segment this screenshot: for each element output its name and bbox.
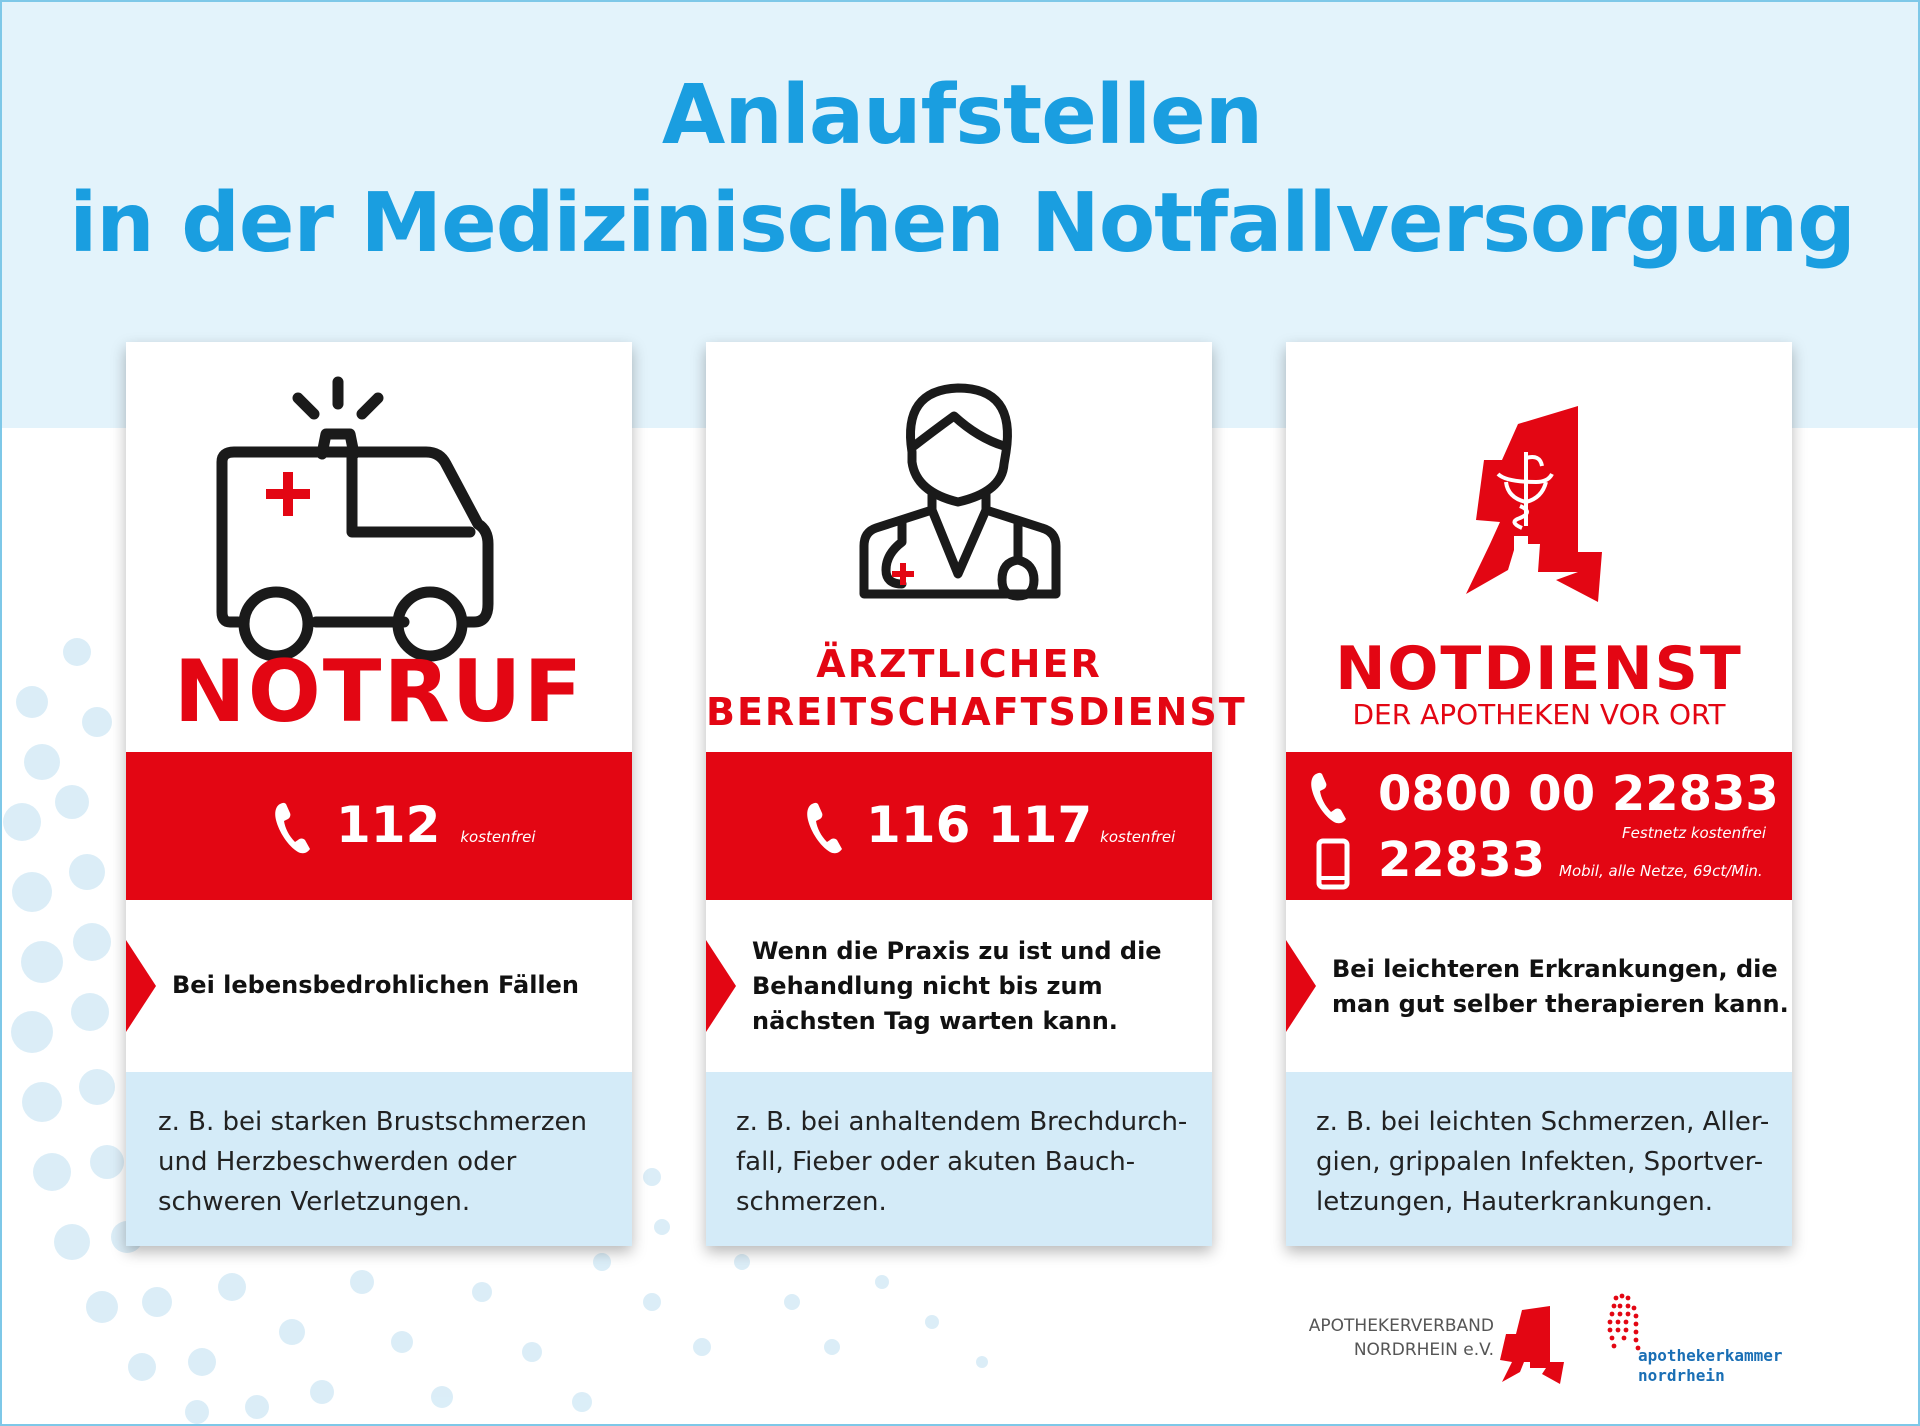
example-line: schweren Verletzungen. bbox=[158, 1187, 471, 1217]
bereitschaftsdienst-heading: ÄRZTLICHER BEREITSCHAFTSDIENST bbox=[706, 640, 1247, 736]
card-notdienst: NOTDIENST DER APOTHEKEN VOR ORT 0800 00 … bbox=[1286, 342, 1792, 1246]
notdienst-description: Bei leichteren Erkrankungen, die man gut… bbox=[1332, 952, 1789, 1022]
apothekerverband-logo-text: APOTHEKERVERBAND NORDRHEIN e.V. bbox=[1264, 1314, 1494, 1362]
description-line: Wenn die Praxis zu ist und die bbox=[752, 937, 1162, 965]
bereitschaftsdienst-number-note: kostenfrei bbox=[1100, 828, 1176, 846]
title-line-2: in der Medizinischen Notfallversorgung bbox=[69, 176, 1856, 271]
notdienst-phone-band: 0800 00 22833 Festnetz kostenfrei 22833 … bbox=[1286, 752, 1792, 900]
page-title: Anlaufstellen in der Medizinischen Notfa… bbox=[2, 62, 1918, 278]
notruf-phone-band: 112 kostenfrei bbox=[126, 752, 632, 900]
description-line: Bei leichteren Erkrankungen, die bbox=[1332, 955, 1778, 983]
arrow-marker bbox=[126, 940, 156, 1032]
notdienst-heading: NOTDIENST bbox=[1335, 634, 1743, 704]
notruf-number[interactable]: 112 bbox=[336, 796, 441, 854]
verband-line-2: NORDRHEIN e.V. bbox=[1353, 1340, 1494, 1360]
example-line: gien, grippalen Infekten, Sportver- bbox=[1316, 1147, 1764, 1177]
apothekerkammer-logo-text: apothekerkammer nordrhein bbox=[1638, 1346, 1783, 1386]
apothekerverband-a-logo-icon bbox=[1500, 1306, 1564, 1384]
bereitschaftsdienst-example-box: z. B. bei anhaltendem Brechdurch- fall, … bbox=[706, 1072, 1212, 1246]
description-line: nächsten Tag warten kann. bbox=[752, 1007, 1118, 1035]
bereitschaftsdienst-description-box: Wenn die Praxis zu ist und die Behandlun… bbox=[706, 900, 1212, 1072]
notdienst-number-note: Festnetz kostenfrei bbox=[1622, 824, 1766, 842]
notdienst-description-box: Bei leichteren Erkrankungen, die man gut… bbox=[1286, 900, 1792, 1072]
notdienst-subheading: DER APOTHEKEN VOR ORT bbox=[1352, 698, 1726, 731]
example-line: z. B. bei starken Brustschmerzen bbox=[158, 1107, 587, 1137]
notdienst-mobile-number[interactable]: 22833 bbox=[1378, 832, 1545, 888]
notdienst-number[interactable]: 0800 00 22833 bbox=[1378, 766, 1779, 822]
example-line: letzungen, Hauterkrankungen. bbox=[1316, 1187, 1713, 1217]
description-line: Behandlung nicht bis zum bbox=[752, 972, 1103, 1000]
title-line-1: Anlaufstellen bbox=[661, 68, 1263, 163]
pharmacy-a-icon bbox=[1466, 406, 1602, 602]
example-line: z. B. bei anhaltendem Brechdurch- bbox=[736, 1107, 1188, 1137]
heading-line-1: ÄRZTLICHER bbox=[816, 642, 1102, 686]
bereitschaftsdienst-example: z. B. bei anhaltendem Brechdurch- fall, … bbox=[736, 1102, 1196, 1222]
arrow-marker bbox=[1286, 940, 1316, 1032]
bereitschaftsdienst-number[interactable]: 116 117 bbox=[866, 796, 1093, 854]
notruf-number-note: kostenfrei bbox=[460, 828, 536, 846]
description-line: man gut selber therapieren kann. bbox=[1332, 990, 1789, 1018]
verband-line-1: APOTHEKERVERBAND bbox=[1308, 1316, 1494, 1336]
notruf-description: Bei lebensbedrohlichen Fällen bbox=[172, 971, 580, 999]
notdienst-mobile-note: Mobil, alle Netze, 69ct/Min. bbox=[1559, 862, 1763, 880]
doctor-icon bbox=[859, 383, 1061, 601]
apothekerkammer-logo-icon bbox=[1607, 1293, 1641, 1351]
mobile-phone-icon bbox=[1316, 838, 1350, 890]
example-line: schmerzen. bbox=[736, 1187, 887, 1217]
bereitschaftsdienst-description: Wenn die Praxis zu ist und die Behandlun… bbox=[752, 934, 1162, 1039]
example-line: z. B. bei leichten Schmerzen, Aller- bbox=[1316, 1107, 1770, 1137]
arrow-marker bbox=[706, 940, 736, 1032]
notdienst-example-box: z. B. bei leichten Schmerzen, Aller- gie… bbox=[1286, 1072, 1792, 1246]
notruf-description-box: Bei lebensbedrohlichen Fällen bbox=[126, 900, 632, 1072]
notruf-example: z. B. bei starken Brustschmerzen und Her… bbox=[158, 1102, 618, 1222]
notruf-heading: NOTRUF bbox=[173, 642, 585, 742]
bereitschaftsdienst-phone-band: 116 117 kostenfrei bbox=[706, 752, 1212, 900]
phone-icon bbox=[1311, 772, 1346, 824]
ambulance-icon bbox=[216, 376, 494, 662]
example-line: fall, Fieber oder akuten Bauch- bbox=[736, 1147, 1136, 1177]
notdienst-example: z. B. bei leichten Schmerzen, Aller- gie… bbox=[1316, 1102, 1776, 1222]
heading-line-2: BEREITSCHAFTSDIENST bbox=[706, 690, 1247, 734]
notruf-example-box: z. B. bei starken Brustschmerzen und Her… bbox=[126, 1072, 632, 1246]
kammer-line-2: nordrhein bbox=[1638, 1366, 1725, 1385]
card-notruf: NOTRUF 112 kostenfrei Bei lebensbedrohli… bbox=[126, 342, 632, 1246]
kammer-line-1: apothekerkammer bbox=[1638, 1346, 1783, 1365]
card-bereitschaftsdienst: ÄRZTLICHER BEREITSCHAFTSDIENST 116 117 k… bbox=[706, 342, 1247, 1246]
phone-icon bbox=[275, 802, 310, 854]
example-line: und Herzbeschwerden oder bbox=[158, 1147, 517, 1177]
phone-icon bbox=[807, 802, 842, 854]
